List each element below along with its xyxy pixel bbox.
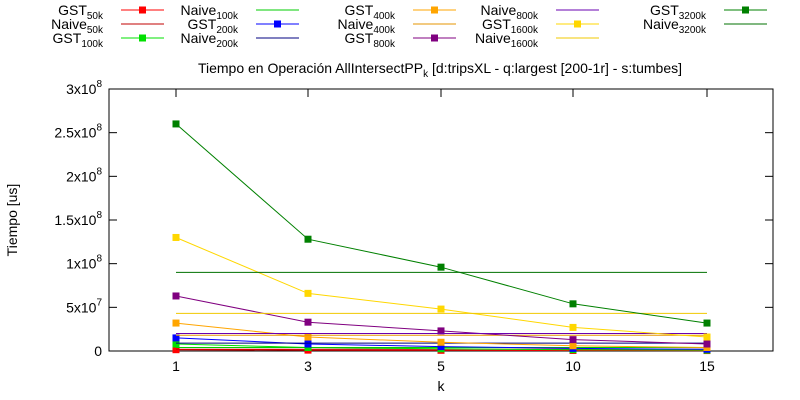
legend-item: Naive1600k	[475, 30, 599, 50]
series-layer	[172, 120, 711, 355]
data-point	[304, 340, 312, 348]
data-point	[569, 342, 577, 350]
data-point	[437, 263, 445, 271]
title-rest: [d:tripsXL - q:largest [200-1r] - s:tumb…	[428, 60, 682, 76]
y-tick-label: 2.5x108	[54, 123, 102, 141]
legend-item: GST3200k	[650, 2, 767, 22]
legend-swatch-marker	[139, 34, 146, 42]
chart-title: Tiempo en Operación AllIntersectPPk [d:t…	[198, 60, 682, 80]
legend-swatch-marker	[574, 20, 581, 28]
legend-swatch-marker	[274, 20, 281, 28]
legend-item: Naive3200k	[643, 16, 767, 36]
legend-swatch-marker	[431, 34, 438, 42]
legend-item: Naive100k	[181, 2, 299, 22]
legend-item: GST1600k	[482, 16, 599, 36]
data-point	[304, 235, 312, 243]
y-tick-label: 1.5x108	[54, 210, 102, 228]
data-point	[569, 300, 577, 308]
legend-label: GST3200k	[650, 2, 707, 22]
legend-item: Naive400k	[338, 16, 456, 36]
series-line-gst-3200k	[175, 123, 708, 324]
legend-label: Naive100k	[181, 2, 239, 22]
y-tick-label: 2x108	[66, 166, 102, 184]
legend-swatch-marker	[139, 6, 146, 14]
y-tick-label: 3x108	[66, 79, 102, 97]
legend-label: Naive400k	[338, 16, 396, 36]
data-point	[172, 334, 180, 342]
y-tick-label: 0	[94, 343, 102, 359]
data-point	[437, 305, 445, 313]
legend-label: Naive1600k	[475, 30, 539, 50]
legend-label: GST50k	[58, 2, 104, 22]
data-point	[304, 289, 312, 297]
legend-item: Naive800k	[481, 2, 599, 22]
legend-item: GST400k	[345, 2, 456, 22]
legend-swatch-marker	[742, 6, 749, 14]
legend-label: GST200k	[188, 16, 239, 36]
data-point	[304, 318, 312, 326]
legend-label: Naive800k	[481, 2, 539, 22]
data-point	[437, 338, 445, 346]
legend-label: GST100k	[53, 30, 104, 50]
legend-label: GST1600k	[482, 16, 539, 36]
data-point	[172, 233, 180, 241]
data-point	[172, 292, 180, 300]
data-point	[304, 333, 312, 341]
legend-item: Naive50k	[51, 16, 164, 36]
legend-item: Naive200k	[181, 30, 299, 50]
legend-label: Naive50k	[51, 16, 104, 36]
legend-label: Naive3200k	[643, 16, 707, 36]
data-point	[172, 120, 180, 128]
x-tick-label: 5	[437, 358, 445, 374]
x-tick-label: 10	[565, 358, 581, 374]
legend-label: Naive200k	[181, 30, 239, 50]
x-axis-label: k	[438, 378, 446, 394]
axis-ticks: 0 5x107 1x108 1.5x108 2x108 2.5x108 3x108 1 3 5 10…	[54, 79, 773, 374]
y-tick-label: 5x107	[66, 297, 102, 315]
legend-label: GST400k	[345, 2, 396, 22]
title-subscript: k	[423, 69, 429, 80]
data-point	[437, 327, 445, 335]
legend-item: GST800k	[345, 30, 456, 50]
legend-item: GST100k	[53, 30, 164, 50]
data-point	[569, 323, 577, 331]
data-point	[172, 319, 180, 327]
x-tick-label: 15	[699, 358, 715, 374]
legend-label: GST800k	[345, 30, 396, 50]
data-point	[703, 333, 711, 341]
legend-item: GST200k	[188, 16, 299, 36]
title-main: Tiempo en Operación AllIntersectPP	[198, 60, 423, 76]
y-axis-label: Tiempo [us]	[4, 184, 20, 257]
y-tick-label: 1x108	[66, 254, 102, 272]
series-line-gst-1600k	[175, 237, 708, 338]
data-point	[703, 340, 711, 348]
legend-item: GST50k	[58, 2, 164, 22]
x-tick-label: 3	[304, 358, 312, 374]
data-point	[569, 336, 577, 344]
data-point	[703, 319, 711, 327]
data-point	[437, 343, 445, 351]
legend-swatch-marker	[431, 6, 438, 14]
x-tick-label: 1	[172, 358, 180, 374]
legend: GST50kNaive50kGST100kNaive100kGST200kNai…	[51, 2, 767, 50]
data-point	[172, 340, 180, 348]
series-line-gst-800k	[175, 295, 708, 345]
